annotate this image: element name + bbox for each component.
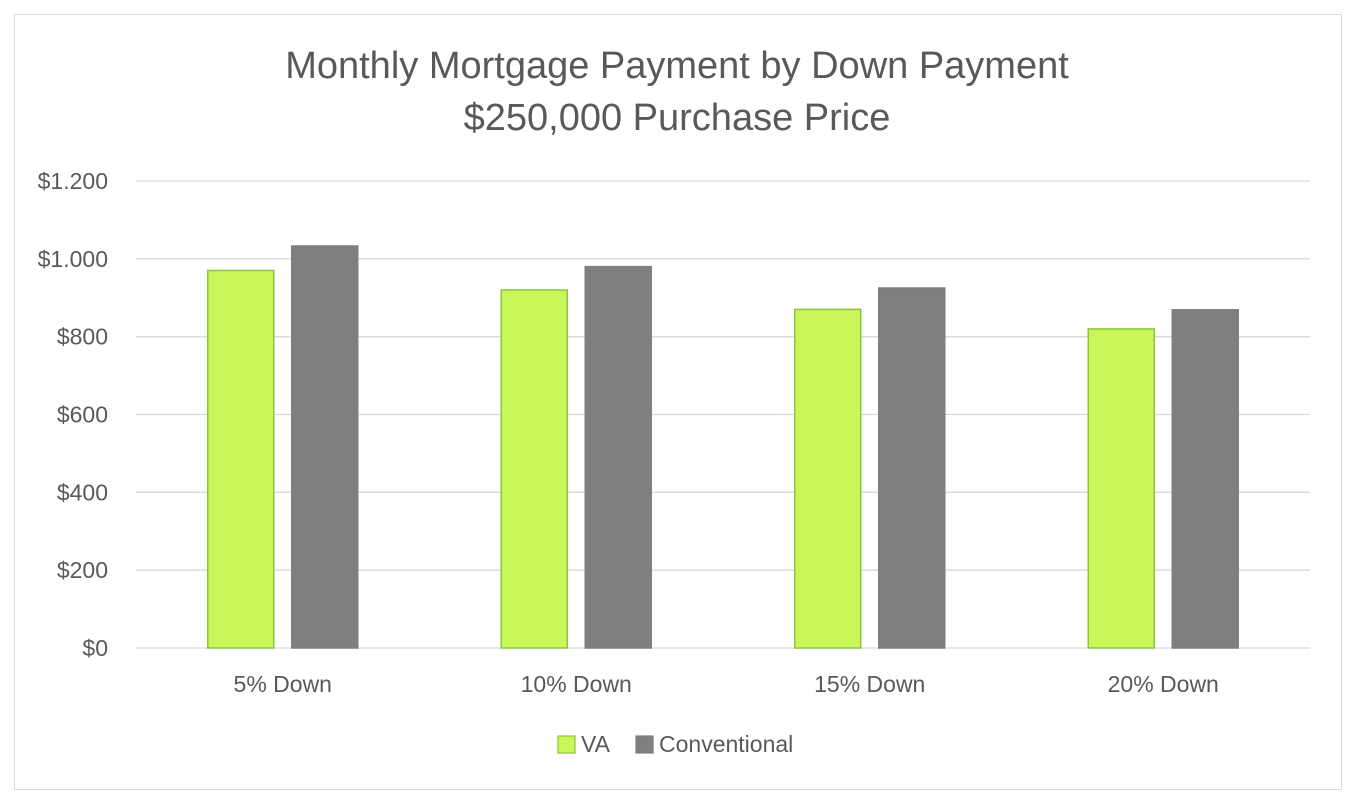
y-tick-label: $800 [57, 324, 108, 350]
y-axis-ticks: $0 $200 $400 $600 $800 $1.000 $1.200 [38, 168, 108, 661]
bar-va-2 [794, 308, 862, 649]
y-tick-label: $0 [82, 635, 108, 661]
bar-va-0 [207, 269, 275, 649]
bar-va-1 [500, 289, 568, 649]
chart-subtitle: $250,000 Purchase Price [464, 97, 891, 139]
y-tick-label: $400 [57, 479, 108, 505]
y-tick-label: $600 [57, 402, 108, 428]
y-tick-label: $1.000 [38, 246, 108, 272]
x-tick-label: 20% Down [1108, 671, 1219, 697]
legend: VA Conventional [557, 731, 793, 757]
bar-conventional-0 [291, 245, 359, 649]
bar-va-3 [1087, 328, 1155, 649]
legend-label-conventional: Conventional [659, 731, 793, 757]
bars [207, 245, 1239, 649]
y-tick-label: $200 [57, 557, 108, 583]
y-tick-label: $1.200 [38, 168, 108, 194]
chart-title: Monthly Mortgage Payment by Down Payment [285, 45, 1069, 87]
legend-swatch-va [557, 735, 576, 754]
bar-conventional-2 [878, 287, 946, 649]
bar-conventional-3 [1171, 309, 1239, 649]
legend-label-va: VA [581, 731, 611, 757]
bar-conventional-1 [584, 265, 652, 649]
x-tick-label: 5% Down [234, 671, 332, 697]
x-axis-ticks: 5% Down 10% Down 15% Down 20% Down [234, 671, 1219, 697]
legend-swatch-conventional [635, 735, 654, 754]
x-tick-label: 10% Down [521, 671, 632, 697]
x-tick-label: 15% Down [814, 671, 925, 697]
